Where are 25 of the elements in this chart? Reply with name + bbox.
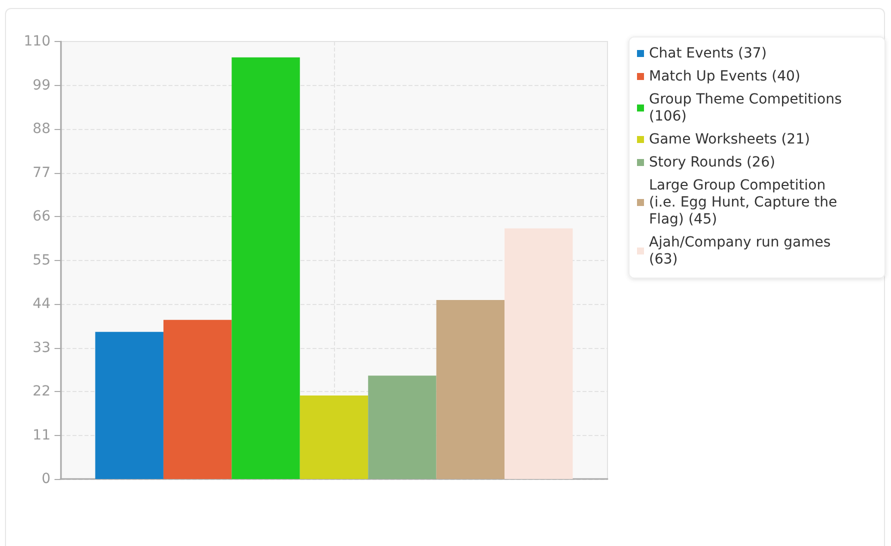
legend-label: Story Rounds (26) [649,154,776,170]
bar [163,320,232,479]
legend-label: Game Worksheets (21) [649,132,810,148]
y-tick-label: 110 [24,34,50,50]
bar [368,376,436,479]
y-tick-label: 66 [32,208,51,224]
y-tick-label: 55 [32,252,50,268]
y-tick-label: 0 [42,471,50,487]
legend-label: Chat Events (37) [649,46,767,62]
y-tick-label: 11 [32,427,50,444]
y-tick-label: 33 [32,340,50,356]
bar [95,332,164,479]
legend-label: Group Theme Competitions (106) [649,92,846,124]
y-tick-label: 88 [32,121,50,137]
y-tick-label: 77 [32,164,50,181]
y-tick-label: 22 [32,384,50,400]
legend-label: Large Group Competition (i.e. Egg Hunt, Capture the Flag) (45) [649,178,842,228]
bar [436,300,505,479]
y-tick-label: 44 [32,296,51,312]
legend-label: Match Up Events (40) [649,68,800,84]
y-tick-label: 99 [32,77,50,94]
bar [300,395,368,479]
bar [232,57,300,479]
legend-label: Ajah/Company run games (63) [649,234,836,268]
bar [504,228,573,479]
